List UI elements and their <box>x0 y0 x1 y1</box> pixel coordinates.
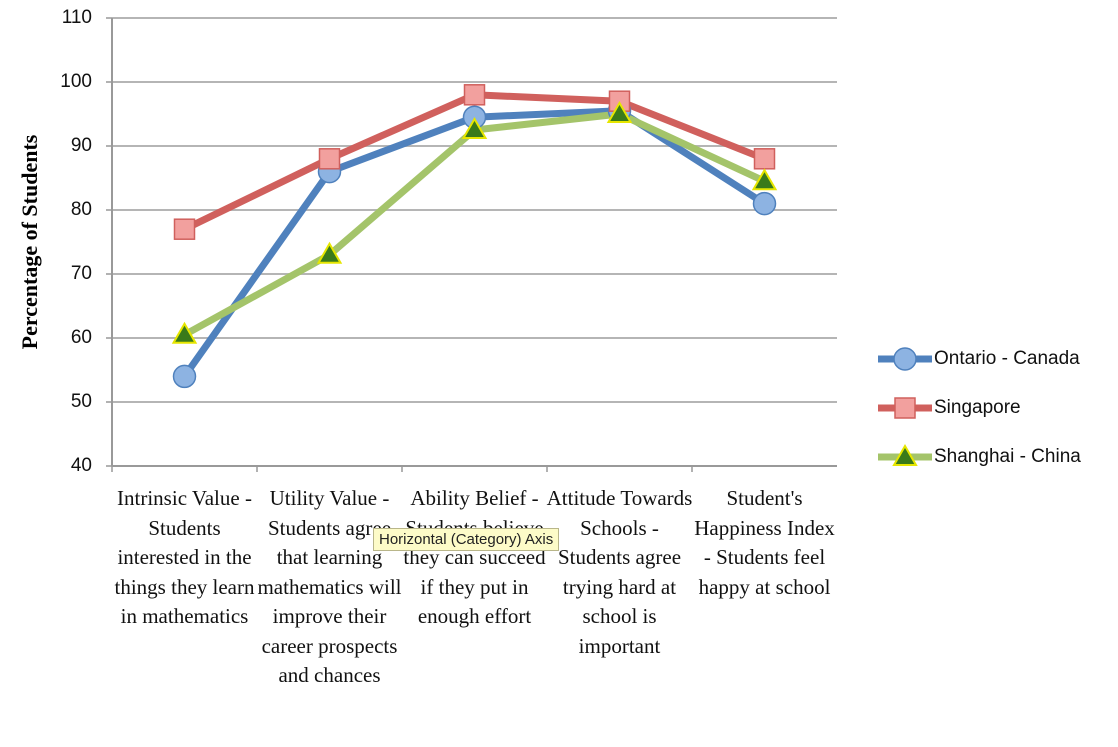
x-tick-label: Attitude Towards Schools - Students agre… <box>546 486 693 658</box>
y-tick-label: 70 <box>71 263 92 284</box>
y-tick-label: 110 <box>62 7 92 28</box>
series-line <box>181 107 767 379</box>
marker <box>753 148 776 170</box>
marker <box>751 168 778 191</box>
legend-label: Ontario - Canada <box>934 348 1080 369</box>
y-axis-label: Percentage of Students <box>17 134 42 349</box>
y-tick-label: 80 <box>71 199 92 220</box>
marker <box>461 117 488 139</box>
marker <box>752 191 777 216</box>
y-tick-label: 60 <box>71 327 92 348</box>
marker <box>606 101 633 123</box>
y-tick-label: 40 <box>71 455 92 476</box>
y-tick-label: 100 <box>60 71 92 92</box>
x-tick-label: Student's Happiness Index - Students fee… <box>694 486 835 599</box>
legend-marker <box>893 347 917 371</box>
marker <box>463 84 486 106</box>
x-tick-label: Ability Belief - Students believe they c… <box>403 486 546 628</box>
tooltip: Horizontal (Category) Axis <box>373 528 560 551</box>
legend-marker <box>892 444 918 466</box>
legend-marker <box>894 397 916 419</box>
marker <box>171 321 198 344</box>
y-tick-label: 90 <box>71 135 92 156</box>
marker <box>318 148 341 170</box>
x-tick-label: Intrinsic Value - Students interested in… <box>114 486 255 628</box>
marker <box>173 218 196 240</box>
marker <box>172 364 197 389</box>
legend-label: Shanghai - China <box>934 446 1081 467</box>
x-tick-label: Utility Value - Students agree that lear… <box>257 486 402 687</box>
y-tick-label: 50 <box>71 391 92 412</box>
marker <box>316 241 343 264</box>
legend-label: Singapore <box>934 397 1021 418</box>
